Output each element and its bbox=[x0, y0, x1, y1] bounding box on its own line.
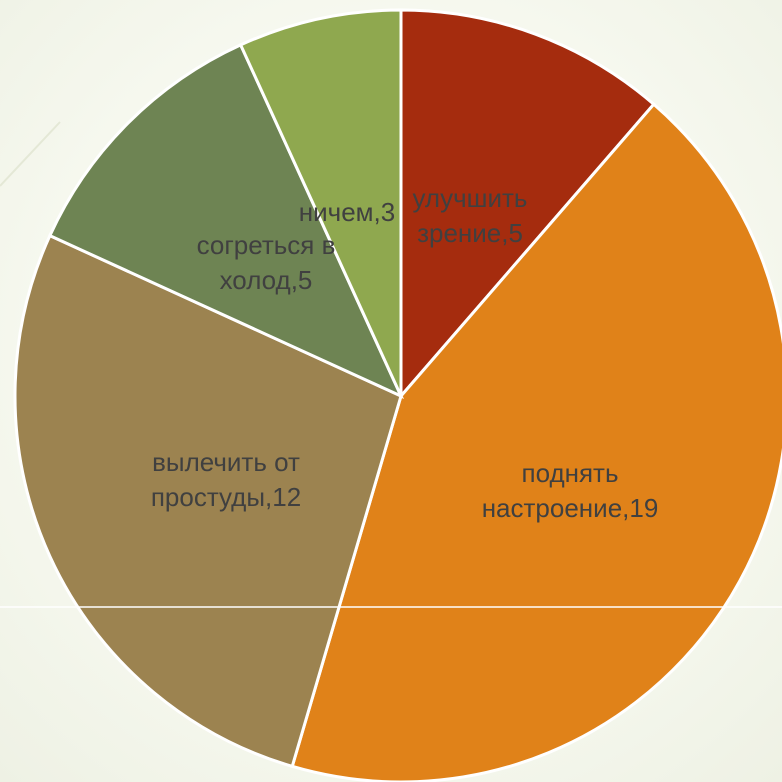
slice-label-line: зрение,5 bbox=[417, 218, 523, 248]
pie-slices bbox=[13, 8, 782, 782]
slice-label-line: согреться в bbox=[197, 230, 336, 260]
slice-label: вылечить от простуды,12 bbox=[151, 447, 301, 512]
pie-slice bbox=[399, 8, 656, 401]
slice-label-line: вылечить от bbox=[152, 447, 300, 477]
slice-label-line: холод,5 bbox=[220, 265, 313, 295]
slice-label: поднять настроение,19 bbox=[482, 458, 659, 523]
pie-slice bbox=[290, 102, 782, 782]
slice-label-line: улучшить bbox=[413, 183, 528, 213]
slice-label: ничем,3 bbox=[299, 197, 395, 227]
slice-label-line: настроение,19 bbox=[482, 493, 659, 523]
slice-label-line: поднять bbox=[521, 458, 618, 488]
pie-slice bbox=[47, 42, 405, 400]
slice-label-line: простуды,12 bbox=[151, 482, 301, 512]
pie-labels: улучшить зрение,5 поднять настроение,19 выле… bbox=[151, 183, 658, 523]
pie-slice bbox=[238, 8, 403, 397]
slice-label: согреться в холод,5 bbox=[197, 230, 336, 295]
slice-label: улучшить зрение,5 bbox=[413, 183, 528, 248]
slice-label-line: ничем,3 bbox=[299, 197, 395, 227]
pie-slice bbox=[13, 233, 403, 769]
